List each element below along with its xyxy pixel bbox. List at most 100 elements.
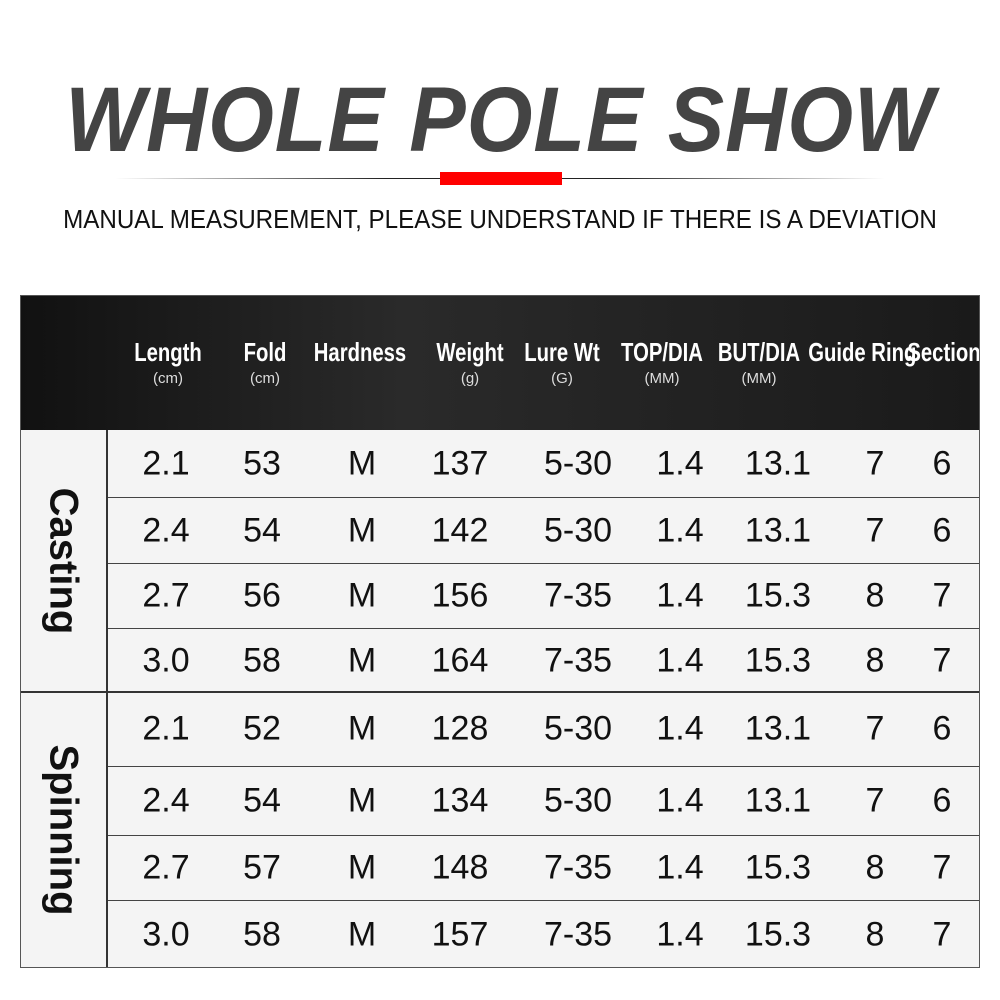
- table-row: 2.1 53 M 137 5-30 1.4 13.1 7 6: [108, 430, 980, 497]
- cell-fold: 57: [243, 848, 281, 887]
- group-divider: [20, 691, 980, 693]
- cell-weight: 142: [431, 511, 489, 549]
- cell-length: 3.0: [142, 641, 190, 679]
- cell-lure-wt: 5-30: [543, 511, 613, 549]
- cell-fold: 56: [243, 576, 281, 615]
- cell-top-dia: 1.4: [656, 444, 704, 482]
- cell-length: 2.7: [142, 848, 190, 887]
- cell-fold: 53: [243, 444, 281, 482]
- column-name: Section: [907, 337, 981, 367]
- table-header: Length (cm) Fold (cm) Hardness Weight (g) Lure …: [20, 295, 981, 430]
- cell-but-dia: 15.3: [744, 848, 812, 887]
- cell-weight: 134: [431, 781, 489, 820]
- cell-hardness: M: [347, 444, 377, 482]
- table-row: 2.7 56 M 156 7-35 1.4 15.3 8 7: [108, 563, 980, 628]
- cell-hardness: M: [347, 915, 377, 953]
- cell-section: 7: [932, 576, 952, 615]
- cell-length: 2.1: [142, 709, 190, 748]
- column-header: Lure Wt (G): [502, 337, 622, 387]
- cell-weight: 156: [431, 576, 489, 615]
- cell-but-dia: 13.1: [744, 511, 812, 549]
- cell-section: 6: [932, 444, 952, 482]
- column-header: Hardness: [300, 337, 420, 370]
- cell-top-dia: 1.4: [656, 576, 704, 615]
- cell-weight: 128: [431, 709, 489, 748]
- cell-section: 6: [932, 709, 952, 748]
- cell-hardness: M: [347, 641, 377, 679]
- cell-length: 2.7: [142, 576, 190, 615]
- cell-but-dia: 15.3: [744, 641, 812, 679]
- cell-top-dia: 1.4: [656, 915, 704, 953]
- cell-top-dia: 1.4: [656, 781, 704, 820]
- column-unit: (MM): [644, 370, 680, 387]
- cell-fold: 58: [243, 641, 281, 679]
- group-label: Casting: [41, 487, 86, 635]
- column-header: Weight (g): [410, 337, 530, 387]
- cell-section: 7: [932, 848, 952, 887]
- table-row: 2.7 57 M 148 7-35 1.4 15.3 8 7: [108, 835, 980, 900]
- cell-guide-ring: 8: [865, 576, 885, 615]
- cell-length: 3.0: [142, 915, 190, 953]
- cell-fold: 54: [243, 511, 281, 549]
- column-unit: (G): [551, 370, 573, 387]
- column-unit: (g): [460, 370, 480, 387]
- cell-length: 2.4: [142, 511, 190, 549]
- page-title: WHOLE POLE SHOW: [65, 69, 935, 171]
- table-row: 3.0 58 M 164 7-35 1.4 15.3 8 7: [108, 628, 980, 692]
- cell-hardness: M: [347, 576, 377, 615]
- cell-top-dia: 1.4: [656, 511, 704, 549]
- cell-lure-wt: 5-30: [543, 781, 613, 820]
- column-name: Hardness: [313, 337, 407, 367]
- cell-fold: 52: [243, 709, 281, 748]
- cell-lure-wt: 7-35: [543, 848, 613, 887]
- cell-lure-wt: 7-35: [543, 641, 613, 679]
- cell-weight: 157: [431, 915, 489, 953]
- spec-table: Length (cm) Fold (cm) Hardness Weight (g) Lure …: [20, 295, 981, 968]
- column-name: Fold: [243, 337, 287, 367]
- cell-guide-ring: 8: [865, 641, 885, 679]
- cell-but-dia: 13.1: [744, 781, 812, 820]
- cell-but-dia: 13.1: [744, 444, 812, 482]
- column-header: Fold (cm): [205, 337, 325, 387]
- cell-section: 6: [932, 511, 952, 549]
- cell-but-dia: 15.3: [744, 915, 812, 953]
- cell-guide-ring: 8: [865, 915, 885, 953]
- cell-guide-ring: 7: [865, 709, 885, 748]
- column-header: Length (cm): [108, 337, 228, 387]
- cell-hardness: M: [347, 781, 377, 820]
- cell-top-dia: 1.4: [656, 709, 704, 748]
- cell-section: 6: [932, 781, 952, 820]
- column-header: Section: [884, 337, 1000, 370]
- column-name: Lure Wt: [524, 337, 600, 367]
- cell-section: 7: [932, 641, 952, 679]
- cell-hardness: M: [347, 848, 377, 887]
- cell-hardness: M: [347, 511, 377, 549]
- cell-lure-wt: 5-30: [543, 709, 613, 748]
- cell-weight: 148: [431, 848, 489, 887]
- cell-guide-ring: 7: [865, 781, 885, 820]
- cell-lure-wt: 7-35: [543, 576, 613, 615]
- cell-top-dia: 1.4: [656, 848, 704, 887]
- column-name: Length: [134, 337, 202, 367]
- subtitle: MANUAL MEASUREMENT, PLEASE UNDERSTAND IF…: [63, 204, 937, 234]
- cell-but-dia: 13.1: [744, 709, 812, 748]
- cell-lure-wt: 7-35: [543, 915, 613, 953]
- column-unit: (MM): [741, 370, 777, 387]
- group-label: Spinning: [41, 744, 86, 916]
- cell-section: 7: [932, 915, 952, 953]
- cell-but-dia: 15.3: [744, 576, 812, 615]
- cell-guide-ring: 7: [865, 444, 885, 482]
- column-header: Guide Ring: [795, 337, 917, 370]
- cell-weight: 137: [431, 444, 489, 482]
- table-row: 2.4 54 M 134 5-30 1.4 13.1 7 6: [108, 766, 980, 835]
- column-name: Guide Ring: [808, 337, 917, 367]
- cell-guide-ring: 8: [865, 848, 885, 887]
- column-header: BUT/DIA (MM): [699, 337, 819, 387]
- column-header: TOP/DIA (MM): [602, 337, 722, 387]
- table-row: 2.4 54 M 142 5-30 1.4 13.1 7 6: [108, 497, 980, 563]
- cell-lure-wt: 5-30: [543, 444, 613, 482]
- cell-fold: 54: [243, 781, 281, 820]
- table-row: 3.0 58 M 157 7-35 1.4 15.3 8 7: [108, 900, 980, 968]
- column-name: BUT/DIA: [717, 337, 801, 367]
- cell-hardness: M: [347, 709, 377, 748]
